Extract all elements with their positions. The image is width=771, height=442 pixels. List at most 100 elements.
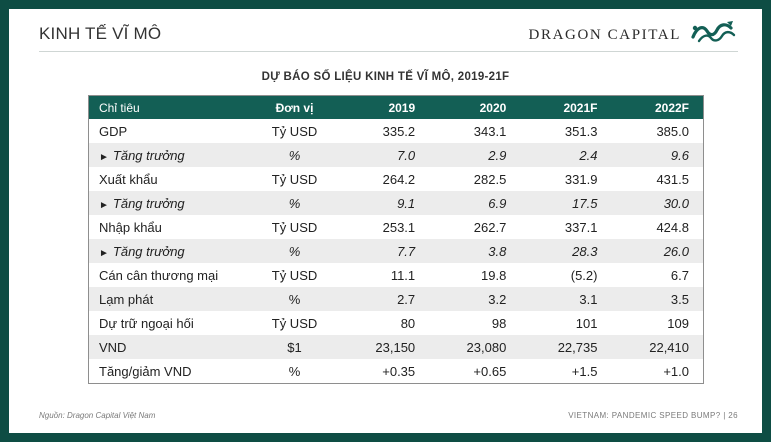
slide-title: KINH TẾ VĨ MÔ	[39, 24, 162, 43]
table-row: Cán cân thương mại Tỷ USD 11.1 19.8 (5.2) 6.7	[89, 263, 704, 287]
indicator-label: Xuất khẩu	[99, 171, 158, 187]
table-row: Lạm phát% 2.7 3.2 3.1 3.5	[88, 287, 704, 311]
footer-label: VIETNAM: PANDEMIC SPEED BUMP?	[568, 411, 721, 420]
cell-value: 9.1	[338, 191, 430, 215]
brand: DRAGON CAPITAL	[529, 19, 737, 45]
indicator-label: Tăng trưởng	[112, 147, 185, 163]
table-row: Xuất khẩu Tỷ USD 264.2 282.5 331.9 431.5	[89, 167, 704, 191]
table-row: Tăng/giảm VND% +0.35 +0.65 +1.5 +1.0	[89, 359, 704, 384]
cell-value: 3.2	[429, 287, 521, 311]
cell-value: 335.2	[382, 123, 416, 139]
cell-unit: %	[251, 287, 338, 311]
table-row: Dự trữ ngoại hối Tỷ USD 80 98 101 109	[89, 311, 704, 335]
cell-value: 3.5	[611, 287, 704, 311]
table-row: ► Tăng trưởng% 9.1 6.9 17.5 30.0	[88, 191, 704, 215]
cell-value: 17.5	[520, 191, 612, 215]
cell-value: 98	[491, 315, 507, 331]
indicator-label: Cán cân thương mại	[99, 267, 219, 283]
cell-value: 7.7	[338, 239, 430, 263]
cell-unit: Tỷ USD	[271, 171, 318, 187]
indicator-label: Nhập khẩu	[99, 219, 162, 235]
table-row: Nhập khẩu Tỷ USD 253.1 262.7 337.1 424.8	[89, 215, 704, 239]
cell-value: 431.5	[656, 171, 689, 187]
cell-value: +1.0	[663, 363, 689, 379]
cell-indicator: ► Tăng trưởng	[88, 239, 251, 263]
cell-value: 2.4	[520, 143, 612, 167]
table-header-row: Chỉ tiêu Đơn vị 2019 2020 2021F 2022F	[88, 95, 704, 119]
cell-value: 22,410	[611, 335, 704, 359]
cell-indicator: Nhập khẩu	[89, 215, 252, 239]
cell-unit: %	[251, 143, 338, 167]
cell-value: +1.5	[571, 363, 598, 379]
cell-value: 22,735	[520, 335, 612, 359]
cell-value: 19.8	[481, 267, 507, 283]
cell-value: 424.8	[656, 219, 689, 235]
cell-indicator: Cán cân thương mại	[89, 263, 252, 287]
cell-value: +0.35	[382, 363, 416, 379]
footer: VIETNAM: PANDEMIC SPEED BUMP? | 26	[568, 411, 738, 420]
indicator-label: Tăng/giảm VND	[99, 363, 192, 379]
cell-unit: Tỷ USD	[271, 315, 318, 331]
header-2020: 2020	[429, 95, 521, 119]
cell-value: 331.9	[564, 171, 598, 187]
cell-value: 6.9	[429, 191, 521, 215]
cell-unit: Tỷ USD	[271, 267, 318, 283]
cell-value: 264.2	[382, 171, 416, 187]
dragon-icon	[691, 21, 736, 43]
cell-value: 26.0	[611, 239, 704, 263]
header-2019: 2019	[338, 95, 430, 119]
cell-indicator: Dự trữ ngoại hối	[89, 311, 252, 335]
cell-indicator: Xuất khẩu	[89, 167, 252, 191]
cell-unit: %	[251, 239, 338, 263]
cell-value: 23,150	[338, 335, 430, 359]
cell-value: 30.0	[611, 191, 704, 215]
cell-value: 343.1	[473, 123, 507, 139]
cell-unit: $1	[251, 335, 338, 359]
cell-value: +0.65	[473, 363, 507, 379]
cell-value: 3.1	[520, 287, 612, 311]
cell-value: 7.0	[338, 143, 430, 167]
cell-indicator: Tăng/giảm VND	[89, 359, 252, 384]
cell-value: 262.7	[473, 219, 507, 235]
slide: KINH TẾ VĨ MÔ DRAGON CAPITAL DỰ BÁO SỐ L…	[9, 9, 762, 433]
cell-value: 337.1	[564, 219, 598, 235]
source-note: Nguồn: Dragon Capital Việt Nam	[39, 411, 156, 420]
cell-value: 23,080	[429, 335, 521, 359]
sub-row-arrow-icon: ►	[99, 199, 109, 211]
cell-indicator: GDP	[89, 119, 252, 143]
table-row: ► Tăng trưởng% 7.0 2.9 2.4 9.6	[88, 143, 704, 167]
cell-value: 9.6	[611, 143, 704, 167]
table-row: ► Tăng trưởng% 7.7 3.8 28.3 26.0	[88, 239, 704, 263]
indicator-label: Tăng trưởng	[112, 195, 185, 211]
table-row: VND $1 23,150 23,080 22,735 22,410	[88, 335, 704, 359]
indicator-label: Lạm phát	[99, 291, 154, 307]
cell-value: 2.7	[338, 287, 430, 311]
indicator-label: GDP	[99, 123, 128, 139]
header-2021f: 2021F	[520, 95, 612, 119]
cell-indicator: Lạm phát	[88, 287, 251, 311]
header-unit: Đơn vị	[251, 95, 338, 119]
cell-value: 253.1	[382, 219, 416, 235]
cell-value: 11.1	[390, 267, 416, 283]
indicator-label: VND	[99, 339, 127, 355]
forecast-table: Chỉ tiêu Đơn vị 2019 2020 2021F 2022F GD…	[88, 95, 704, 384]
cell-value: 2.9	[429, 143, 521, 167]
cell-value: 28.3	[520, 239, 612, 263]
table-title: DỰ BÁO SỐ LIỆU KINH TẾ VĨ MÔ, 2019-21F	[261, 71, 510, 83]
cell-indicator: VND	[88, 335, 251, 359]
brand-name: DRAGON CAPITAL	[528, 26, 681, 43]
cell-value: (5.2)	[570, 267, 598, 283]
indicator-label: Tăng trưởng	[112, 243, 185, 259]
header-divider	[39, 51, 738, 52]
cell-value: 351.3	[564, 123, 598, 139]
cell-value: 101	[575, 315, 598, 331]
cell-value: 385.0	[656, 123, 689, 139]
cell-value: 3.8	[429, 239, 521, 263]
sub-row-arrow-icon: ►	[99, 151, 109, 163]
cell-value: 109	[667, 315, 689, 331]
table-row: GDP Tỷ USD 335.2 343.1 351.3 385.0	[89, 119, 704, 143]
cell-indicator: ► Tăng trưởng	[88, 191, 251, 215]
cell-unit: Tỷ USD	[271, 123, 318, 139]
footer-separator: |	[723, 411, 729, 420]
cell-value: 282.5	[473, 171, 507, 187]
